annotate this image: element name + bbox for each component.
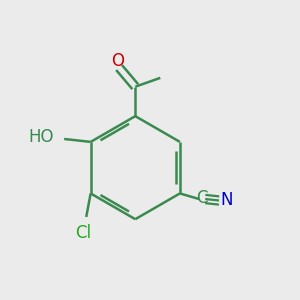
Text: N: N (220, 191, 233, 209)
Text: C: C (196, 189, 208, 207)
Text: Cl: Cl (75, 224, 92, 242)
Text: HO: HO (28, 128, 54, 146)
Text: O: O (111, 52, 124, 70)
